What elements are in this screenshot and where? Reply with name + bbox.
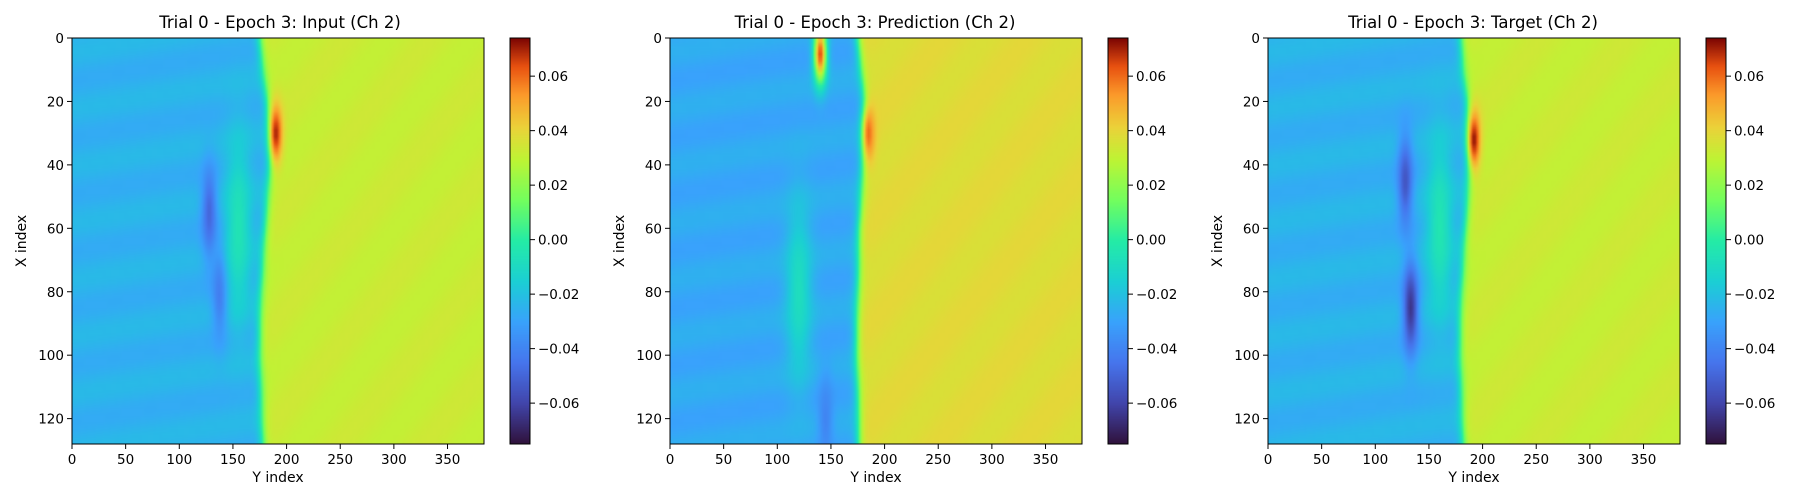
colorbar-tick-label: 0.02 [538, 178, 568, 194]
x-tick-label: 150 [220, 452, 246, 468]
colorbar-tick-label: −0.02 [1136, 287, 1177, 303]
colorbar-tick-label: 0.02 [1734, 178, 1764, 194]
x-tick-label: 250 [925, 452, 951, 468]
plot-frame [1267, 37, 1681, 445]
x-tick-label: 0 [666, 452, 675, 468]
x-tick-label: 100 [166, 452, 192, 468]
y-tick-label: 0 [1251, 31, 1260, 47]
y-tick-label: 40 [1243, 158, 1260, 174]
x-tick-label: 200 [1470, 452, 1496, 468]
x-tick-label: 0 [1264, 452, 1273, 468]
colorbar-ticks: −0.06 −0.04 −0.02 0.00 0.02 0.04 0.06 [1726, 69, 1775, 412]
y-tick-label: 100 [38, 348, 64, 364]
x-axis-label: Y index [1447, 470, 1499, 486]
x-tick-label: 150 [1416, 452, 1442, 468]
y-tick-label: 120 [38, 412, 64, 428]
colorbar-tick-label: −0.06 [1734, 396, 1775, 412]
y-tick-label: 120 [1234, 412, 1260, 428]
colorbar [1706, 38, 1726, 444]
axis-ticks: 0 50 100 150 200 250 300 350 0 20 40 60 80 100 120 [38, 31, 460, 468]
y-axis-label: X index [612, 215, 628, 267]
colorbar-frame [509, 37, 531, 445]
colorbar-tick-label: 0.00 [538, 233, 568, 249]
heatmap-image [670, 38, 1082, 444]
y-tick-label: 0 [55, 31, 64, 47]
x-tick-label: 50 [715, 452, 732, 468]
y-tick-label: 120 [636, 412, 662, 428]
y-tick-label: 0 [653, 31, 662, 47]
colorbar-ticks: −0.06 −0.04 −0.02 0.00 0.02 0.04 0.06 [1128, 69, 1177, 412]
colorbar-tick-label: 0.06 [1136, 69, 1166, 85]
colorbar-tick-label: 0.02 [1136, 178, 1166, 194]
x-tick-label: 150 [818, 452, 844, 468]
panel-title: Trial 0 - Epoch 3: Input (Ch 2) [158, 13, 401, 32]
colorbar-frame [1107, 37, 1129, 445]
colorbar-tick-label: 0.06 [538, 69, 568, 85]
colorbar-tick-label: 0.04 [538, 124, 568, 140]
x-tick-label: 250 [1523, 452, 1549, 468]
x-tick-label: 50 [117, 452, 134, 468]
y-tick-label: 80 [1243, 285, 1260, 301]
x-tick-label: 50 [1313, 452, 1330, 468]
y-axis-label: X index [14, 215, 30, 267]
x-tick-label: 100 [1362, 452, 1388, 468]
y-tick-label: 40 [645, 158, 662, 174]
y-axis-label: X index [1210, 215, 1226, 267]
x-tick-label: 100 [764, 452, 790, 468]
panel-title: Trial 0 - Epoch 3: Target (Ch 2) [1347, 13, 1598, 32]
panel-target: Trial 0 - Epoch 3: Target (Ch 2) 0 50 100 1… [1210, 13, 1775, 486]
colorbar-tick-label: 0.00 [1734, 233, 1764, 249]
x-tick-label: 250 [327, 452, 353, 468]
x-axis-label: Y index [849, 470, 901, 486]
colorbar-tick-label: −0.06 [538, 396, 579, 412]
y-tick-label: 80 [47, 285, 64, 301]
x-tick-label: 350 [1033, 452, 1059, 468]
x-tick-label: 0 [68, 452, 77, 468]
x-tick-label: 200 [872, 452, 898, 468]
axis-ticks: 0 50 100 150 200 250 300 350 0 20 40 60 80 100 120 [636, 31, 1058, 468]
colorbar-frame [1705, 37, 1727, 445]
x-tick-label: 300 [1577, 452, 1603, 468]
y-tick-label: 100 [636, 348, 662, 364]
x-tick-label: 300 [979, 452, 1005, 468]
y-tick-label: 20 [1243, 94, 1260, 110]
colorbar-tick-label: 0.06 [1734, 69, 1764, 85]
heatmap-image [72, 38, 484, 444]
y-tick-label: 20 [47, 94, 64, 110]
heatmap-image [1268, 38, 1680, 444]
panel-prediction: Trial 0 - Epoch 3: Prediction (Ch 2) 0 50… [612, 13, 1177, 486]
colorbar-tick-label: 0.04 [1734, 124, 1764, 140]
colorbar-tick-label: −0.04 [1734, 342, 1775, 358]
panel-input: Trial 0 - Epoch 3: Input (Ch 2) 0 50 100 15… [14, 13, 579, 486]
x-tick-label: 200 [274, 452, 300, 468]
colorbar-tick-label: −0.04 [538, 342, 579, 358]
plot-frame [71, 37, 485, 445]
colorbar-tick-label: −0.06 [1136, 396, 1177, 412]
y-tick-label: 20 [645, 94, 662, 110]
colorbar-tick-label: 0.04 [1136, 124, 1166, 140]
x-tick-label: 350 [1631, 452, 1657, 468]
colorbar-tick-label: 0.00 [1136, 233, 1166, 249]
colorbar [510, 38, 530, 444]
colorbar [1108, 38, 1128, 444]
y-tick-label: 100 [1234, 348, 1260, 364]
colorbar-tick-label: −0.02 [1734, 287, 1775, 303]
colorbar-tick-label: −0.02 [538, 287, 579, 303]
plot-frame [669, 37, 1083, 445]
colorbar-ticks: −0.06 −0.04 −0.02 0.00 0.02 0.04 0.06 [530, 69, 579, 412]
panel-title: Trial 0 - Epoch 3: Prediction (Ch 2) [734, 13, 1016, 32]
y-tick-label: 60 [1243, 221, 1260, 237]
y-tick-label: 60 [47, 221, 64, 237]
axis-ticks: 0 50 100 150 200 250 300 350 0 20 40 60 80 100 120 [1234, 31, 1656, 468]
y-tick-label: 60 [645, 221, 662, 237]
x-tick-label: 300 [381, 452, 407, 468]
x-tick-label: 350 [435, 452, 461, 468]
x-axis-label: Y index [251, 470, 303, 486]
colorbar-tick-label: −0.04 [1136, 342, 1177, 358]
y-tick-label: 40 [47, 158, 64, 174]
y-tick-label: 80 [645, 285, 662, 301]
